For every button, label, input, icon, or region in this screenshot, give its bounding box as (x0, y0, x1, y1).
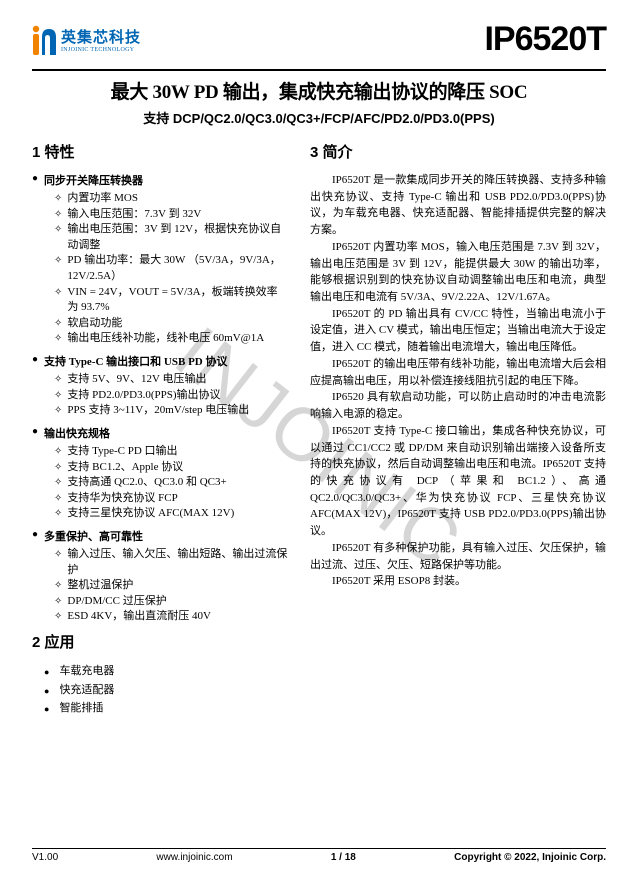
feature-item: ✧支持 5V、9V、12V 电压输出 (44, 372, 288, 388)
logo-text-en: INJOINIC TECHNOLOGY (61, 47, 141, 53)
features-heading: 1 特性 (32, 141, 288, 162)
top-divider (32, 69, 606, 71)
application-item: ●智能排插 (44, 699, 288, 718)
feature-item: ✧DP/DM/CC 过压保护 (44, 594, 288, 610)
title-sub: 支持 DCP/QC2.0/QC3.0/QC3+/FCP/AFC/PD2.0/PD… (32, 108, 606, 127)
feature-item: ✧支持三星快充协议 AFC(MAX 12V) (44, 506, 288, 522)
intro-paragraph: IP6520T 采用 ESOP8 封装。 (310, 573, 606, 590)
feature-item: ✧内置功率 MOS (44, 191, 288, 207)
feature-item: ✧支持 Type-C PD 口输出 (44, 444, 288, 460)
logo-icon (32, 25, 56, 55)
feature-group: ●输出快充规格 ✧支持 Type-C PD 口输出✧支持 BC1.2、Apple … (32, 425, 288, 522)
company-logo: 英集芯科技 INJOINIC TECHNOLOGY (32, 25, 141, 55)
feature-group-head: ●多重保护、高可靠性 (32, 528, 288, 544)
feature-group-head: ●支持 Type-C 输出接口和 USB PD 协议 (32, 353, 288, 369)
application-heading: 2 应用 (32, 631, 288, 652)
feature-item: ✧支持华为快充协议 FCP (44, 491, 288, 507)
feature-group: ●同步开关降压转换器✧内置功率 MOS✧输入电压范围：7.3V 到 32V✧输出… (32, 172, 288, 347)
footer-page: 1 / 18 (331, 852, 356, 863)
footer-url: www.injoinic.com (156, 852, 232, 863)
feature-item: ✧输入过压、输入欠压、输出短路、输出过流保护 (44, 547, 288, 578)
footer-copyright: Copyright © 2022, Injoinic Corp. (454, 852, 606, 863)
part-number: IP6520T (484, 20, 606, 59)
footer: V1.00 www.injoinic.com 1 / 18 Copyright … (32, 848, 606, 863)
feature-item: ✧支持 BC1.2、Apple 协议 (44, 460, 288, 476)
title-main: 最大 30W PD 输出，集成快充输出协议的降压 SOC (32, 77, 606, 104)
logo-text-cn: 英集芯科技 (61, 26, 141, 47)
feature-group: ●多重保护、高可靠性✧输入过压、输入欠压、输出短路、输出过流保护✧整机过温保护✧… (32, 528, 288, 625)
feature-group-head: ●同步开关降压转换器 (32, 172, 288, 188)
feature-item: ✧输出电压范围：3V 到 12V，根据快充协议自动调整 (44, 222, 288, 253)
feature-item: ✧支持高通 QC2.0、QC3.0 和 QC3+ (44, 475, 288, 491)
feature-item: ✧ESD 4KV，输出直流耐压 40V (44, 609, 288, 625)
feature-item: ✧输入电压范围：7.3V 到 32V (44, 207, 288, 223)
intro-paragraph: IP6520T 的输出电压带有线补功能，输出电流增大后会相应提高输出电压，用以补… (310, 356, 606, 389)
feature-item: ✧整机过温保护 (44, 578, 288, 594)
intro-paragraph: IP6520T 的 PD 输出具有 CV/CC 特性，当输出电流小于设定值，进入… (310, 306, 606, 356)
footer-version: V1.00 (32, 852, 58, 863)
feature-item: ✧PD 输出功率：最大 30W （5V/3A，9V/3A，12V/2.5A） (44, 253, 288, 284)
intro-heading: 3 简介 (310, 141, 606, 162)
header: 英集芯科技 INJOINIC TECHNOLOGY IP6520T (32, 20, 606, 59)
feature-item: ✧输出电压线补功能，线补电压 60mV@1A (44, 331, 288, 347)
footer-divider (32, 848, 606, 849)
intro-paragraph: IP6520T 是一款集成同步开关的降压转换器、支持多种输出快充协议、支持 Ty… (310, 172, 606, 239)
intro-paragraph: IP6520T 内置功率 MOS，输入电压范围是 7.3V 到 32V，输出电压… (310, 239, 606, 306)
intro-paragraph: IP6520T 支持 Type-C 接口输出，集成各种快充协议，可以通过 CC1… (310, 423, 606, 540)
right-column: 3 简介 IP6520T 是一款集成同步开关的降压转换器、支持多种输出快充协议、… (310, 139, 606, 718)
feature-group-head: ●输出快充规格 (32, 425, 288, 441)
left-column: 1 特性 ●同步开关降压转换器 ✧内置功率 MOS✧输入电压范围：7.3V 到 3… (32, 139, 288, 718)
application-item: ●快充适配器 (44, 681, 288, 700)
intro-paragraph: IP6520 具有软启动功能，可以防止启动时的冲击电流影响输入电源的稳定。 (310, 389, 606, 422)
feature-group: ●支持 Type-C 输出接口和 USB PD 协议 ✧支持 5V、9V、12V … (32, 353, 288, 419)
feature-item: ✧PPS 支持 3~11V，20mV/step 电压输出 (44, 403, 288, 419)
feature-item: ✧VIN = 24V，VOUT = 5V/3A，板端转换效率为 93.7% (44, 285, 288, 316)
feature-item: ✧软启动功能 (44, 316, 288, 332)
feature-item: ✧支持 PD2.0/PD3.0(PPS)输出协议 (44, 388, 288, 404)
application-item: ●车载充电器 (44, 662, 288, 681)
intro-paragraph: IP6520T 有多种保护功能，具有输入过压、欠压保护，输出过流、过压、欠压、短… (310, 540, 606, 573)
